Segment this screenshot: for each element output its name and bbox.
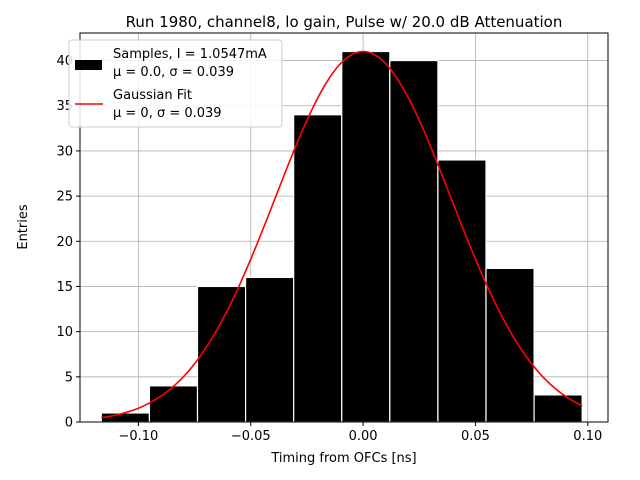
legend-samples-stats: μ = 0.0, σ = 0.039 [113,65,234,80]
histogram-bar [485,267,535,423]
legend: Samples, I = 1.0547mA μ = 0.0, σ = 0.039… [68,39,283,128]
x-tick-label: −0.05 [231,429,271,444]
x-tick-label: −0.10 [118,429,158,444]
histogram-bar [341,50,391,423]
histogram-bar [100,412,151,423]
legend-fit-stats: μ = 0, σ = 0.039 [113,106,222,121]
histogram-bars [100,50,583,423]
histogram-bar [148,385,199,423]
histogram-bar [389,59,439,423]
histogram-bar [533,394,583,423]
x-axis-title: Timing from OFCs [ns] [270,451,416,466]
histogram-bar [244,276,295,423]
y-axis-title: Entries [16,204,31,250]
histogram-bar [437,159,487,423]
x-tick-label: 0.10 [573,429,602,444]
y-tick-label: 0 [65,416,73,431]
y-tick-label: 5 [65,370,73,385]
x-axis: −0.10 −0.05 0.00 0.05 0.10 [118,422,602,444]
y-tick-label: 20 [56,235,73,250]
legend-fit-label: Gaussian Fit [113,88,192,103]
x-tick-label: 0.05 [461,429,490,444]
legend-samples-swatch [75,60,102,70]
histogram-bar [196,285,247,423]
plot-frame [79,32,609,423]
chart-title: Run 1980, channel8, lo gain, Pulse w/ 20… [126,13,563,31]
legend-box [68,39,283,128]
y-tick-label: 10 [56,325,73,340]
y-tick-label: 25 [56,190,73,205]
gaussian-fit [101,50,583,419]
x-tick-label: 0.00 [349,429,378,444]
histogram-bar [293,114,343,423]
y-tick-label: 15 [56,280,73,295]
fit-curve [101,50,583,419]
legend-samples-label: Samples, I = 1.0547mA [113,47,267,62]
y-tick-label: 30 [56,144,73,159]
